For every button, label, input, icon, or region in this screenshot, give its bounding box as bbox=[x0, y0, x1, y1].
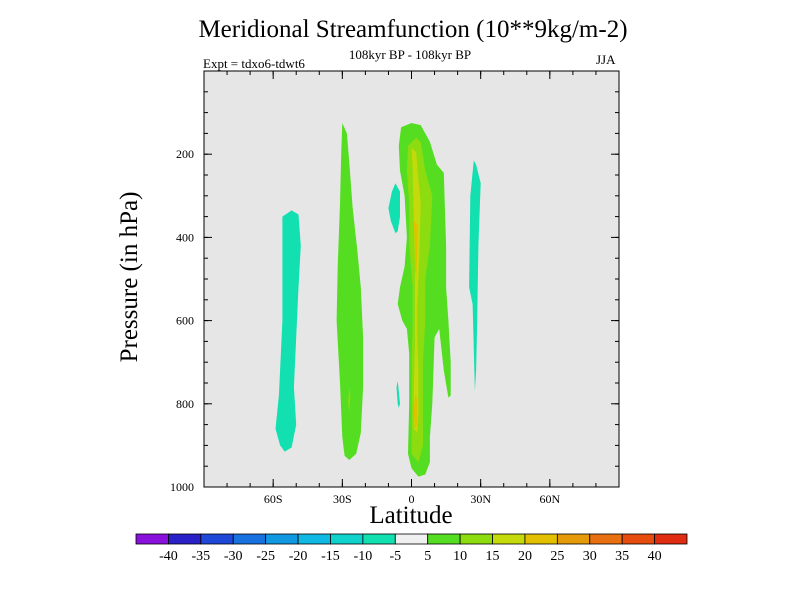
x-tick-label: 30N bbox=[470, 492, 491, 506]
colorbar-swatch bbox=[427, 533, 461, 545]
colorbar-swatch bbox=[394, 533, 429, 545]
colorbar-label: -5 bbox=[389, 549, 401, 564]
x-tick-label: 0 bbox=[409, 492, 415, 506]
chart-title: Meridional Streamfunction (10**9kg/m-2) bbox=[198, 16, 628, 43]
colorbar-swatch bbox=[589, 533, 623, 545]
colorbar-label: -10 bbox=[354, 549, 373, 564]
colorbar-label: 5 bbox=[424, 549, 431, 564]
experiment-label: Expt = tdxo6-tdwt6 bbox=[203, 56, 305, 71]
contour-neg-blob-lower bbox=[396, 380, 400, 408]
y-tick-label: 600 bbox=[176, 314, 194, 328]
contour-pos-30S-inner bbox=[348, 387, 351, 413]
colorbar-swatch bbox=[200, 533, 234, 545]
colorbar-swatch bbox=[654, 533, 688, 545]
colorbar-label: -20 bbox=[289, 549, 308, 564]
colorbar-swatch bbox=[492, 533, 526, 545]
colorbar-label: -40 bbox=[159, 549, 178, 564]
colorbar-label: -25 bbox=[256, 549, 275, 564]
colorbar-label: 15 bbox=[486, 549, 500, 564]
y-tick-label: 400 bbox=[176, 230, 194, 244]
colorbar: -40 -35 -30 -25 -20 -15 -10 -5 5 10 15 20 25 30 35 40 bbox=[135, 533, 688, 564]
contour-pos-30S bbox=[336, 123, 364, 460]
colorbar-label: 35 bbox=[615, 549, 629, 564]
colorbar-label: 40 bbox=[648, 549, 662, 564]
x-tick-label: 60S bbox=[264, 492, 283, 506]
axis-ticks: 60S 30S 0 30N 60N 200 400 600 800 1000 bbox=[170, 70, 620, 506]
y-tick-label: 200 bbox=[176, 147, 194, 161]
contour-pos-equatorial-10 bbox=[406, 137, 433, 462]
contour-neg-blob-upper bbox=[388, 183, 400, 234]
y-tick-label: 1000 bbox=[170, 480, 194, 494]
colorbar-swatch bbox=[524, 533, 558, 545]
x-tick-label: 60N bbox=[539, 492, 560, 506]
colorbar-swatch bbox=[135, 533, 169, 545]
colorbar-swatch bbox=[330, 533, 364, 545]
y-tick-label: 800 bbox=[176, 397, 194, 411]
colorbar-swatch bbox=[297, 533, 331, 545]
contour-pos-equatorial-20b bbox=[413, 395, 418, 429]
colorbar-label: -15 bbox=[321, 549, 340, 564]
colorbar-swatch bbox=[265, 533, 299, 545]
chart-subtitle: 108kyr BP - 108kyr BP bbox=[348, 47, 472, 62]
colorbar-swatch bbox=[232, 533, 267, 545]
contour-neg-30N bbox=[469, 160, 481, 392]
colorbar-swatch bbox=[459, 533, 493, 545]
contour-pos-equatorial-15 bbox=[411, 148, 421, 433]
contour-neg-60S bbox=[275, 210, 301, 452]
contour-layer bbox=[275, 123, 481, 477]
colorbar-label: 25 bbox=[550, 549, 564, 564]
contour-pos-equatorial-20 bbox=[413, 220, 418, 275]
colorbar-swatch bbox=[168, 533, 202, 545]
colorbar-label: 20 bbox=[518, 549, 532, 564]
x-tick-label: 30S bbox=[333, 492, 352, 506]
colorbar-swatch bbox=[556, 533, 591, 545]
colorbar-swatch bbox=[621, 533, 655, 545]
colorbar-label: 30 bbox=[583, 549, 597, 564]
colorbar-label: 10 bbox=[453, 549, 467, 564]
season-label: JJA bbox=[596, 52, 616, 67]
x-axis-label: Latitude bbox=[369, 502, 453, 529]
colorbar-label: -35 bbox=[191, 549, 210, 564]
colorbar-swatch bbox=[362, 533, 396, 545]
colorbar-label: -30 bbox=[224, 549, 243, 564]
